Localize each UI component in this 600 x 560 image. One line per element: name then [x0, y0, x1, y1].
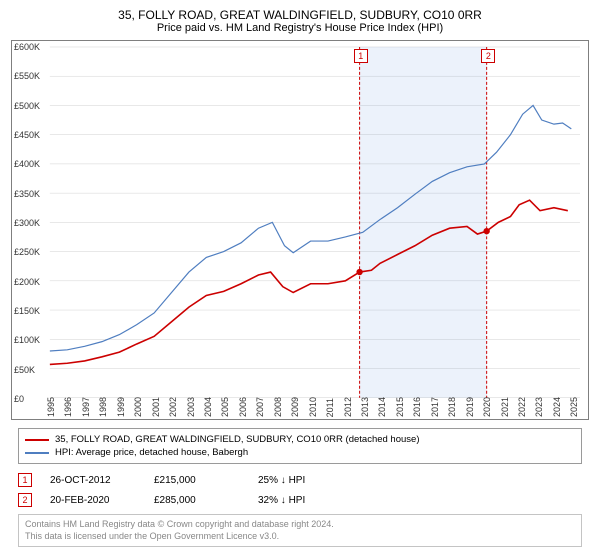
chart-container: 35, FOLLY ROAD, GREAT WALDINGFIELD, SUDB…: [0, 0, 600, 555]
chart-title: 35, FOLLY ROAD, GREAT WALDINGFIELD, SUDB…: [8, 8, 592, 22]
xtick-label: 2013: [360, 397, 370, 417]
event-badge: 2: [481, 49, 495, 63]
xtick-label: 2007: [255, 397, 265, 417]
footer-line-2: This data is licensed under the Open Gov…: [25, 531, 575, 543]
legend-swatch: [25, 452, 49, 454]
ytick-label: £250K: [14, 247, 40, 257]
event-date: 20-FEB-2020: [50, 495, 136, 506]
event-row: 1 26-OCT-2012 £215,000 25% ↓ HPI: [18, 470, 582, 490]
xtick-label: 2022: [517, 397, 527, 417]
event-delta: 25% ↓ HPI: [258, 475, 344, 486]
xtick-label: 1999: [116, 397, 126, 417]
legend-row: HPI: Average price, detached house, Babe…: [25, 446, 575, 459]
ytick-label: £350K: [14, 189, 40, 199]
event-number: 1: [18, 473, 32, 487]
xtick-label: 2015: [395, 397, 405, 417]
xtick-label: 2023: [534, 397, 544, 417]
legend-swatch: [25, 439, 49, 441]
legend-label: HPI: Average price, detached house, Babe…: [55, 447, 248, 458]
xtick-label: 2005: [220, 397, 230, 417]
legend: 35, FOLLY ROAD, GREAT WALDINGFIELD, SUDB…: [18, 428, 582, 464]
ytick-label: £300K: [14, 218, 40, 228]
xtick-label: 2019: [465, 397, 475, 417]
xtick-label: 1995: [46, 397, 56, 417]
event-price: £285,000: [154, 495, 240, 506]
xtick-label: 2011: [325, 398, 335, 417]
xtick-label: 2004: [203, 397, 213, 417]
events-list: 1 26-OCT-2012 £215,000 25% ↓ HPI 2 20-FEB-202…: [18, 470, 582, 510]
xtick-label: 2020: [482, 397, 492, 417]
legend-row: 35, FOLLY ROAD, GREAT WALDINGFIELD, SUDB…: [25, 433, 575, 446]
event-price: £215,000: [154, 475, 240, 486]
xtick-label: 2017: [430, 397, 440, 417]
ytick-label: £450K: [14, 130, 40, 140]
ytick-label: £0: [14, 394, 24, 404]
ytick-label: £600K: [14, 42, 40, 52]
xtick-label: 2000: [133, 397, 143, 417]
plot-area: £0 £50K £100K £150K £200K £250K £300K £350K £400…: [11, 40, 589, 420]
event-date: 26-OCT-2012: [50, 475, 136, 486]
xtick-label: 2002: [168, 397, 178, 417]
ytick-label: £400K: [14, 159, 40, 169]
xtick-label: 2018: [447, 397, 457, 417]
xtick-label: 2016: [412, 397, 422, 417]
xtick-label: 2008: [273, 397, 283, 417]
xtick-label: 1998: [98, 397, 108, 417]
legend-label: 35, FOLLY ROAD, GREAT WALDINGFIELD, SUDB…: [55, 434, 419, 445]
xtick-label: 2001: [151, 397, 161, 417]
xtick-label: 2010: [308, 397, 318, 417]
event-badge: 1: [354, 49, 368, 63]
xtick-label: 1996: [63, 397, 73, 417]
xtick-label: 2025: [569, 397, 579, 417]
ytick-label: £500K: [14, 101, 40, 111]
plot-svg: [12, 41, 588, 420]
xtick-label: 2012: [343, 397, 353, 417]
xtick-label: 2009: [290, 397, 300, 417]
event-delta: 32% ↓ HPI: [258, 495, 344, 506]
chart-subtitle: Price paid vs. HM Land Registry's House …: [8, 22, 592, 34]
ytick-label: £100K: [14, 335, 40, 345]
footer-note: Contains HM Land Registry data © Crown c…: [18, 514, 582, 547]
event-number: 2: [18, 493, 32, 507]
xtick-label: 2014: [377, 397, 387, 417]
event-row: 2 20-FEB-2020 £285,000 32% ↓ HPI: [18, 490, 582, 510]
xtick-label: 2006: [238, 397, 248, 417]
footer-line-1: Contains HM Land Registry data © Crown c…: [25, 519, 575, 531]
xtick-label: 1997: [81, 397, 91, 417]
ytick-label: £550K: [14, 71, 40, 81]
xtick-label: 2003: [186, 397, 196, 417]
ytick-label: £50K: [14, 365, 35, 375]
xtick-label: 2021: [500, 397, 510, 417]
ytick-label: £200K: [14, 277, 40, 287]
xtick-label: 2024: [552, 397, 562, 417]
ytick-label: £150K: [14, 306, 40, 316]
